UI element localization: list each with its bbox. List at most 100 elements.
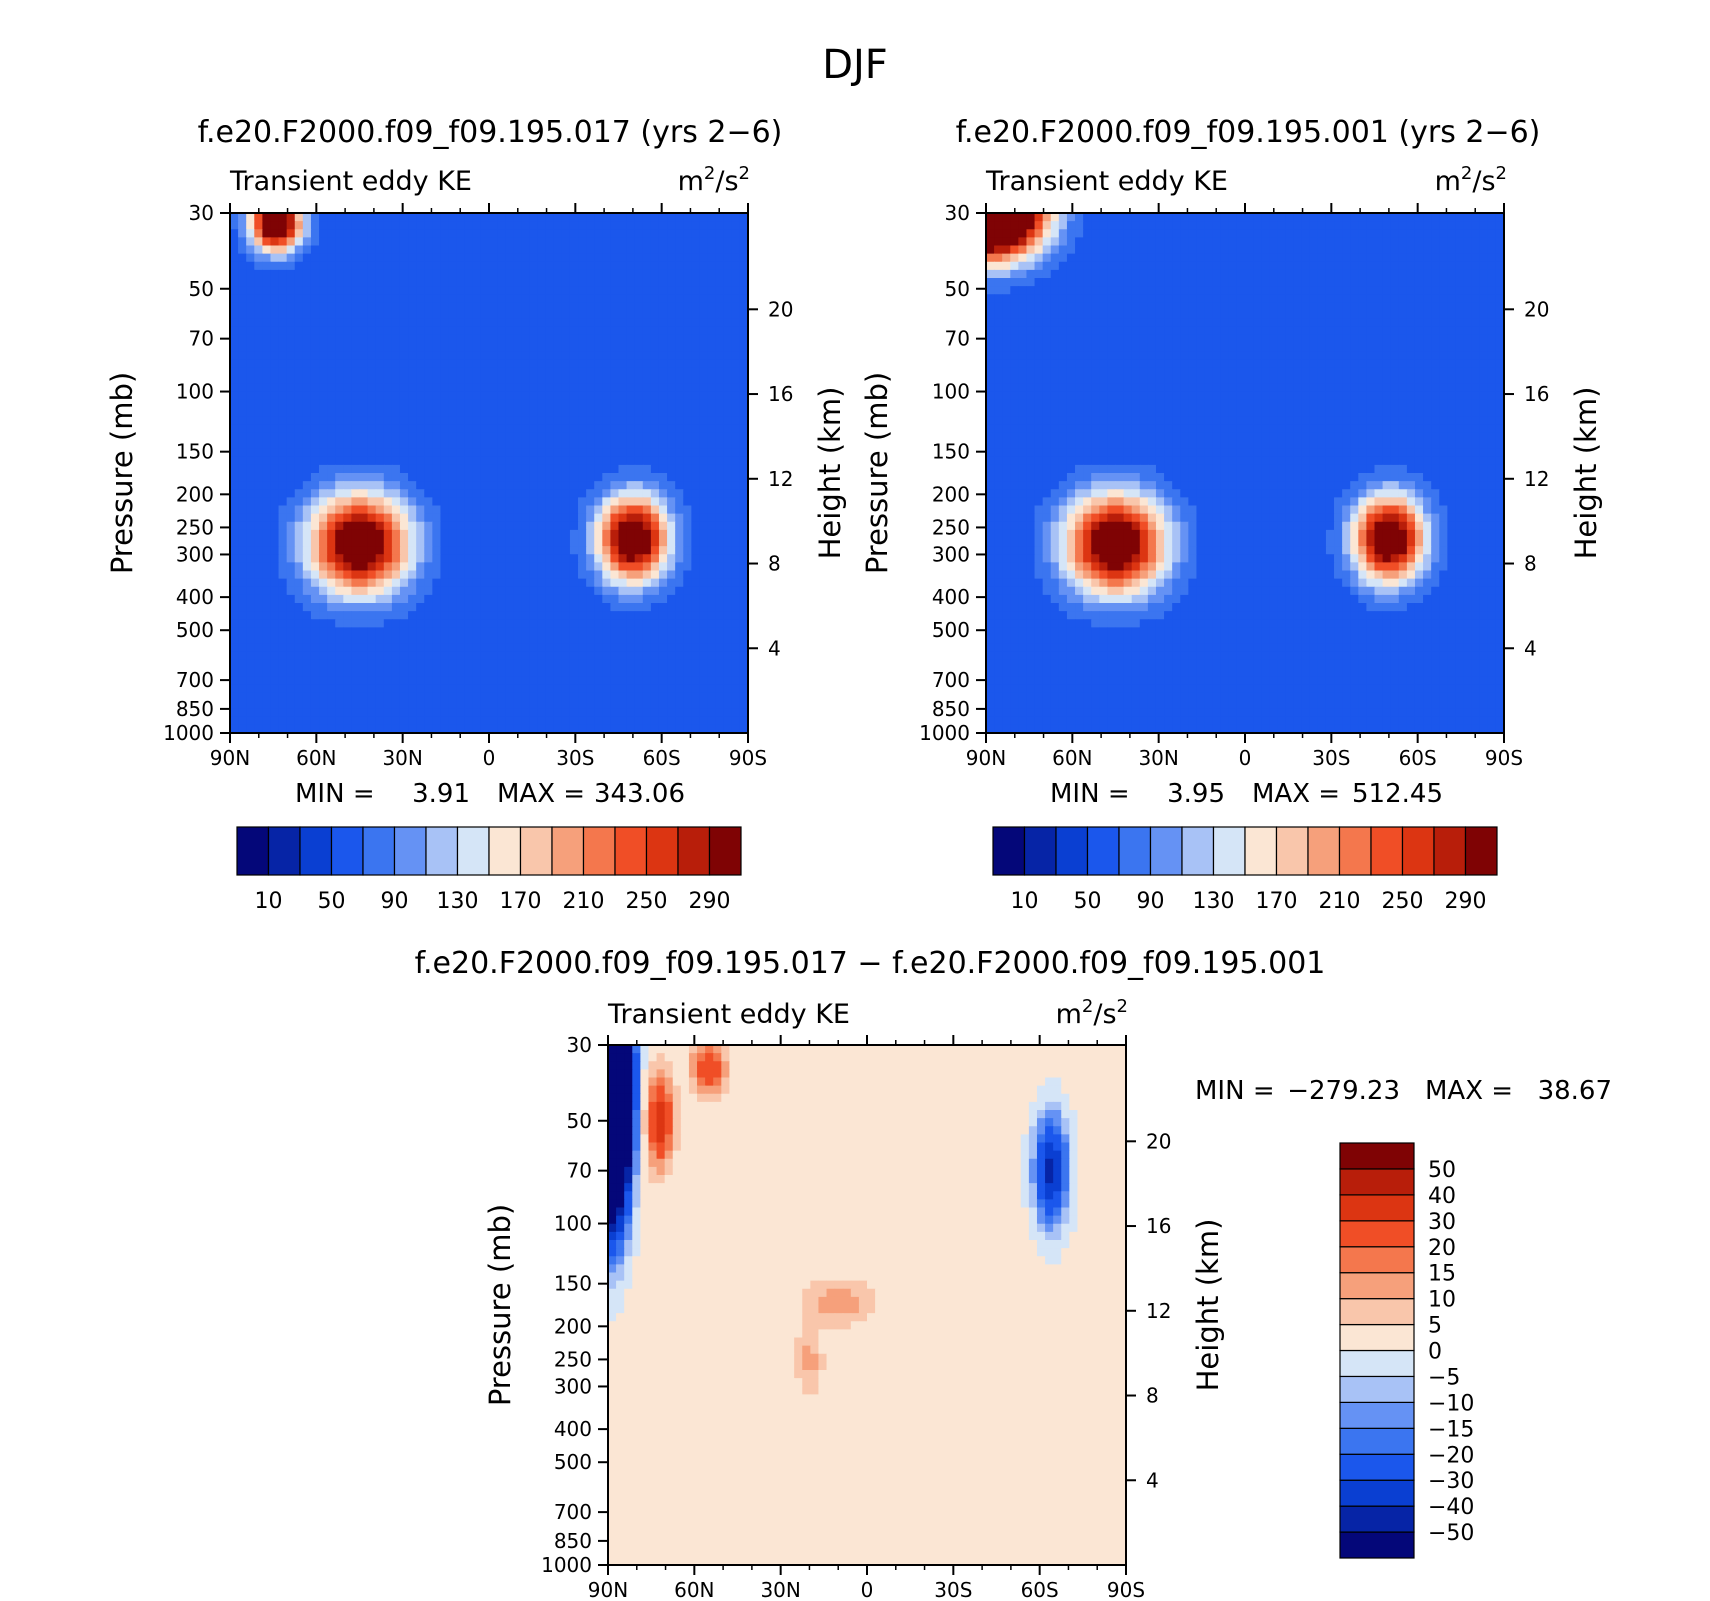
colorbar-swatch — [1339, 1453, 1415, 1481]
y-tick-label: 100 — [554, 1212, 592, 1236]
panel-subtitle-left: Transient eddy KE — [229, 166, 472, 197]
y-tick-label: 100 — [932, 380, 970, 404]
x-tick-label: 90N — [966, 746, 1006, 770]
x-tick-label: 30N — [1138, 746, 1178, 770]
colorbar-swatch — [1339, 1349, 1415, 1378]
min-label: MIN = — [1050, 779, 1130, 809]
min-value: 3.95 — [1167, 779, 1225, 809]
colorbar-swatch — [1339, 1375, 1415, 1403]
x-tick-label: 0 — [861, 1578, 874, 1601]
colorbar-label: −20 — [1428, 1443, 1474, 1468]
plot-area: 90N 60N 30N 0 30S 60S 90S 30 50 70 100 150 200 250 300… — [919, 201, 1549, 770]
y-tick-label: 700 — [932, 668, 970, 692]
colorbar-label: −15 — [1428, 1417, 1474, 1442]
x-tick-label: 30S — [1312, 746, 1350, 770]
y-right-tick-label: 4 — [1524, 636, 1537, 660]
y-right-tick-label: 12 — [768, 467, 793, 491]
stats-line: MIN = 3.91 MAX = 343.06 — [295, 779, 685, 809]
colorbar-swatch — [1149, 826, 1183, 876]
y-tick-label: 700 — [554, 1500, 592, 1524]
max-value: 343.06 — [594, 779, 685, 809]
y-right-tick-label: 4 — [1146, 1468, 1159, 1492]
panel-units: m2/s2 — [1056, 996, 1128, 1030]
y-axis-label: Pressure (mb) — [483, 1204, 517, 1406]
y-axis-right-label: Height (km) — [813, 387, 847, 560]
colorbar-swatch — [1118, 826, 1152, 876]
y-tick-label: 150 — [176, 440, 214, 464]
colorbar-swatch — [330, 826, 364, 876]
colorbar-swatch — [645, 826, 679, 876]
colorbar-swatch — [1464, 826, 1498, 876]
min-value: −279.23 — [1287, 1076, 1400, 1106]
x-tick-label: 0 — [483, 746, 496, 770]
colorbar-swatch — [488, 826, 522, 876]
y-right-tick-label: 12 — [1146, 1299, 1171, 1323]
panel-title: f.e20.F2000.f09_f09.195.017 (yrs 2−6) — [198, 115, 783, 150]
y-right-tick-label: 20 — [1146, 1129, 1171, 1153]
y-tick-label: 1000 — [919, 721, 970, 745]
contour-fill — [230, 213, 749, 734]
y-tick-label: 150 — [932, 440, 970, 464]
y-right-tick-label: 4 — [768, 636, 781, 660]
colorbar-swatch — [1055, 826, 1089, 876]
colorbar-label: −5 — [1428, 1365, 1460, 1390]
x-tick-label: 60N — [1052, 746, 1092, 770]
colorbar-label: 10 — [1011, 889, 1039, 914]
x-tick-label: 30N — [760, 1578, 800, 1601]
colorbar-swatch — [992, 826, 1026, 876]
x-tick-label: 30N — [382, 746, 422, 770]
y-tick-label: 300 — [554, 1374, 592, 1398]
colorbar-label: −10 — [1428, 1391, 1474, 1416]
colorbar-label: 15 — [1428, 1262, 1456, 1287]
colorbar-swatch — [393, 826, 427, 876]
colorbar-swatch — [1338, 826, 1372, 876]
colorbar-label: 10 — [255, 889, 283, 914]
colorbar-swatch — [1212, 826, 1246, 876]
max-label: MAX = — [497, 779, 585, 809]
colorbar-swatch — [1339, 1323, 1415, 1352]
y-tick-label: 200 — [176, 482, 214, 506]
x-tick-label: 90N — [210, 746, 250, 770]
colorbar-swatch — [456, 826, 490, 876]
colorbar-label: 130 — [1193, 889, 1235, 914]
y-tick-label: 200 — [554, 1314, 592, 1338]
colorbar-swatch — [1339, 1272, 1415, 1300]
y-tick-label: 850 — [176, 697, 214, 721]
colorbar-label: −30 — [1428, 1469, 1474, 1494]
y-tick-label: 300 — [176, 542, 214, 566]
colorbar-label: 50 — [318, 889, 346, 914]
max-label: MAX = — [1425, 1076, 1513, 1106]
min-label: MIN = — [1195, 1076, 1275, 1106]
y-tick-label: 70 — [945, 327, 970, 351]
colorbar-label: 10 — [1428, 1288, 1456, 1313]
colorbar-swatch — [677, 826, 711, 876]
colorbar-swatch — [1339, 1220, 1415, 1248]
colorbar-swatch — [1339, 1298, 1415, 1326]
panel-title: f.e20.F2000.f09_f09.195.001 (yrs 2−6) — [956, 115, 1541, 150]
colorbar-label: 210 — [563, 889, 605, 914]
y-tick-label: 850 — [932, 697, 970, 721]
colorbar-swatch — [1339, 1401, 1415, 1429]
y-tick-label: 50 — [567, 1109, 592, 1133]
colorbar: 10 50 90 130 170 210 250 290 — [236, 826, 742, 914]
colorbar-label: −50 — [1428, 1521, 1474, 1546]
x-tick-label: 90S — [729, 746, 767, 770]
y-axis-label: Pressure (mb) — [105, 372, 139, 574]
colorbar-swatch — [1307, 826, 1341, 876]
y-tick-label: 50 — [189, 277, 214, 301]
x-tick-label: 90N — [588, 1578, 628, 1601]
y-tick-label: 1000 — [163, 721, 214, 745]
colorbar-label: 170 — [500, 889, 542, 914]
colorbar-label: 40 — [1428, 1184, 1456, 1209]
colorbar-swatch — [1023, 826, 1057, 876]
colorbar-swatch — [1339, 1427, 1415, 1455]
y-tick-label: 250 — [176, 515, 214, 539]
colorbar-label: −40 — [1428, 1495, 1474, 1520]
colorbar-swatch — [1339, 1194, 1415, 1222]
y-tick-label: 30 — [945, 201, 970, 225]
y-axis-right-label: Height (km) — [1569, 387, 1603, 560]
y-right-tick-label: 16 — [768, 382, 793, 406]
y-tick-label: 250 — [932, 515, 970, 539]
y-tick-label: 250 — [554, 1347, 592, 1371]
